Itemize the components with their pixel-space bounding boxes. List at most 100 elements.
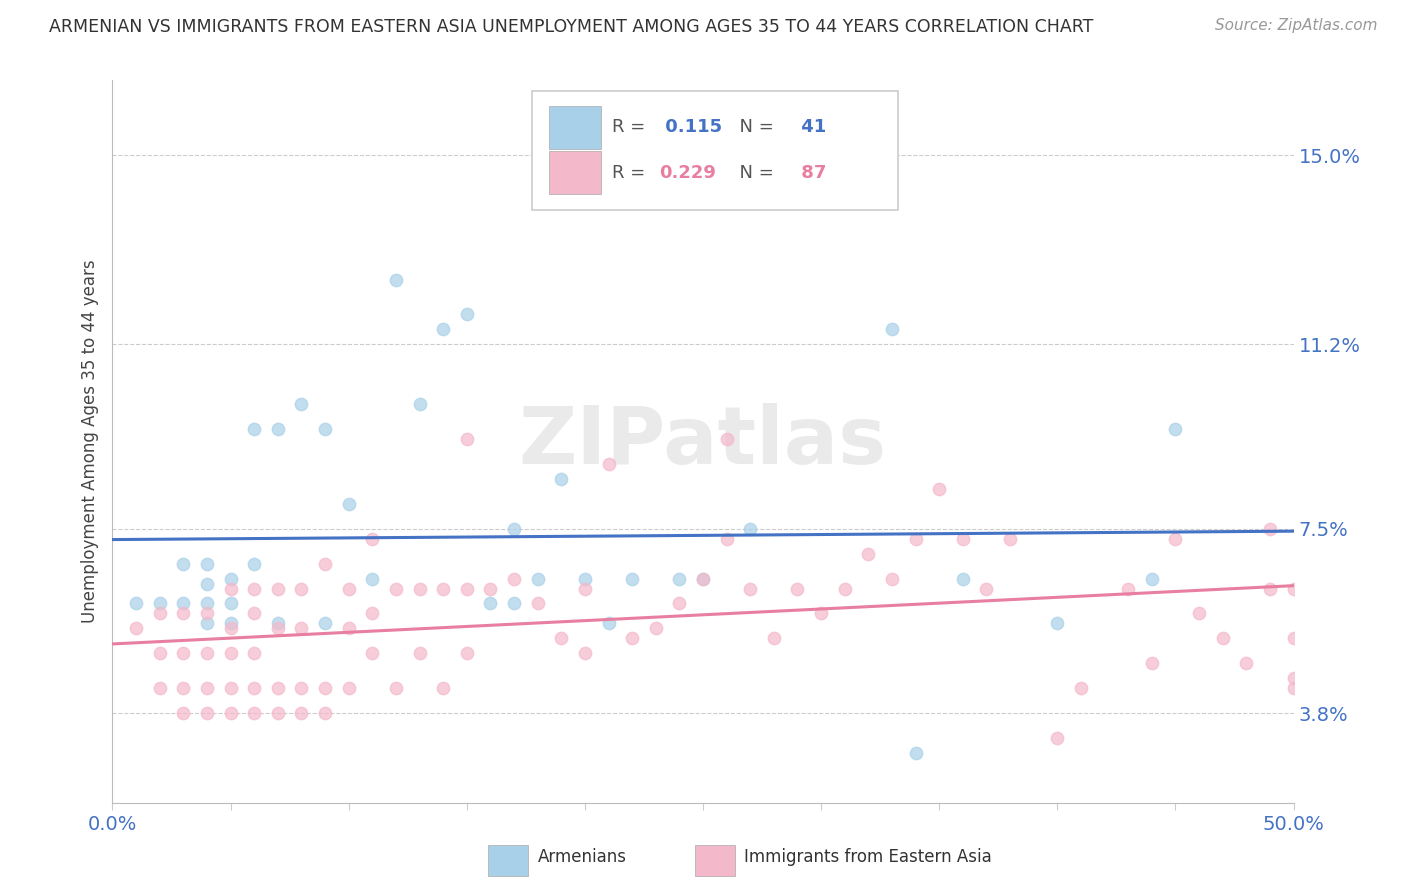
Point — [1164, 422, 1187, 436]
Point — [644, 621, 666, 635]
Point — [385, 681, 408, 696]
Point — [195, 616, 218, 631]
Point — [172, 706, 194, 720]
Point — [172, 557, 194, 571]
Point — [550, 472, 572, 486]
Point — [880, 322, 903, 336]
Point — [195, 646, 218, 660]
Text: Immigrants from Eastern Asia: Immigrants from Eastern Asia — [744, 848, 993, 866]
Point — [456, 646, 478, 660]
Point — [149, 681, 172, 696]
Point — [503, 572, 526, 586]
Point — [880, 572, 903, 586]
Point — [195, 597, 218, 611]
Point — [526, 572, 548, 586]
Point — [408, 646, 430, 660]
FancyBboxPatch shape — [531, 91, 898, 211]
Point — [668, 597, 690, 611]
Point — [219, 616, 242, 631]
Point — [1188, 607, 1211, 621]
Point — [479, 582, 502, 596]
Point — [834, 582, 856, 596]
Point — [1282, 681, 1305, 696]
Point — [1282, 582, 1305, 596]
Text: N =: N = — [728, 119, 779, 136]
Point — [668, 572, 690, 586]
Point — [1140, 657, 1163, 671]
Point — [219, 572, 242, 586]
Point — [337, 582, 360, 596]
Point — [526, 597, 548, 611]
Point — [243, 607, 266, 621]
Point — [740, 522, 762, 536]
Point — [598, 457, 620, 471]
Point — [219, 646, 242, 660]
Point — [267, 621, 290, 635]
FancyBboxPatch shape — [550, 152, 602, 194]
Text: R =: R = — [612, 164, 651, 182]
Point — [692, 572, 714, 586]
Point — [904, 532, 927, 546]
Point — [762, 632, 785, 646]
Point — [243, 646, 266, 660]
Point — [243, 582, 266, 596]
FancyBboxPatch shape — [550, 106, 602, 149]
Text: Armenians: Armenians — [537, 848, 627, 866]
Point — [267, 681, 290, 696]
Point — [456, 582, 478, 596]
Point — [408, 582, 430, 596]
Point — [1258, 522, 1281, 536]
FancyBboxPatch shape — [488, 845, 529, 877]
Point — [385, 582, 408, 596]
Point — [598, 616, 620, 631]
Point — [716, 532, 738, 546]
Point — [267, 706, 290, 720]
Point — [952, 572, 974, 586]
FancyBboxPatch shape — [695, 845, 735, 877]
Point — [1140, 572, 1163, 586]
Point — [1046, 731, 1069, 745]
Point — [716, 432, 738, 446]
Point — [976, 582, 998, 596]
Text: 41: 41 — [796, 119, 827, 136]
Point — [149, 646, 172, 660]
Point — [385, 272, 408, 286]
Point — [125, 621, 148, 635]
Point — [1046, 616, 1069, 631]
Point — [361, 646, 384, 660]
Point — [219, 621, 242, 635]
Point — [219, 706, 242, 720]
Point — [574, 646, 596, 660]
Point — [125, 597, 148, 611]
Point — [361, 607, 384, 621]
Point — [172, 646, 194, 660]
Point — [337, 621, 360, 635]
Point — [243, 681, 266, 696]
Point — [243, 706, 266, 720]
Point — [550, 632, 572, 646]
Point — [195, 576, 218, 591]
Point — [290, 582, 312, 596]
Point — [1212, 632, 1234, 646]
Point — [149, 597, 172, 611]
Point — [337, 681, 360, 696]
Point — [314, 681, 336, 696]
Point — [290, 397, 312, 411]
Point — [503, 522, 526, 536]
Point — [243, 422, 266, 436]
Text: 0.229: 0.229 — [659, 164, 716, 182]
Point — [904, 746, 927, 760]
Point — [928, 482, 950, 496]
Point — [172, 607, 194, 621]
Point — [219, 582, 242, 596]
Point — [314, 422, 336, 436]
Point — [290, 621, 312, 635]
Point — [195, 557, 218, 571]
Point — [219, 681, 242, 696]
Point — [786, 582, 808, 596]
Point — [195, 706, 218, 720]
Point — [858, 547, 880, 561]
Point — [479, 597, 502, 611]
Point — [456, 432, 478, 446]
Text: 87: 87 — [796, 164, 827, 182]
